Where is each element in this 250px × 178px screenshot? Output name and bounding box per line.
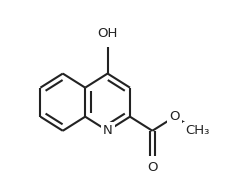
Text: N: N — [103, 124, 113, 137]
Text: CH₃: CH₃ — [185, 124, 209, 137]
Text: O: O — [147, 161, 158, 174]
Text: O: O — [170, 110, 180, 123]
Text: OH: OH — [98, 27, 118, 40]
